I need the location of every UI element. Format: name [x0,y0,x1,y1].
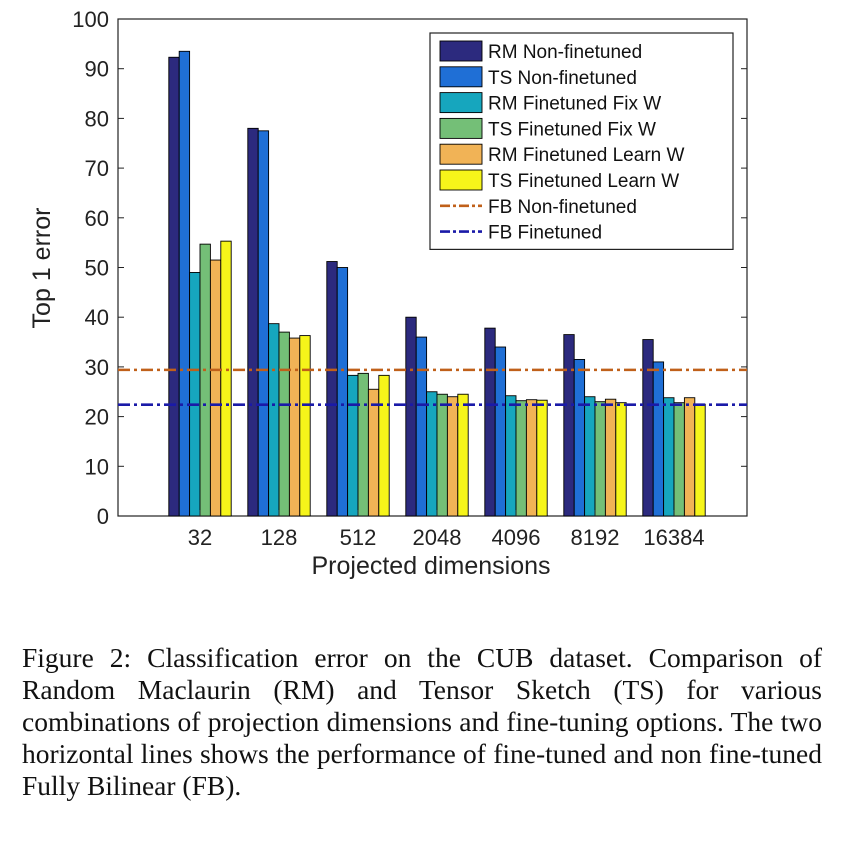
bar [446,396,459,517]
bar [189,272,201,517]
legend-label: RM Finetuned Fix W [488,94,661,115]
y-tick-label: 100 [72,7,109,32]
x-tick-label: 512 [340,525,377,550]
bar [168,56,180,517]
bar [494,346,507,517]
legend-swatch [439,40,483,62]
bar [536,399,548,517]
bar [336,267,349,517]
bar [357,372,369,517]
bar [278,331,290,517]
bar [326,261,338,517]
legend-label: TS Finetuned Fix W [488,119,656,140]
y-tick-label: 30 [85,355,109,380]
legend-swatch [439,117,483,139]
bar [652,361,665,517]
bar [573,358,586,517]
x-tick-label: 128 [261,525,298,550]
bar [615,402,627,517]
y-tick-label: 50 [85,256,109,281]
legend-label: FB Finetuned [488,223,602,244]
y-tick-label: 40 [85,305,109,330]
chart: 0 10 20 30 40 50 60 70 80 90 100 32 128 512 2048 4096 8… [28,7,748,580]
legend-swatch [439,92,483,114]
bar [515,400,527,517]
bar [347,374,359,517]
y-tick-label: 90 [85,57,109,82]
bar [694,403,706,517]
legend-label: TS Finetuned Learn W [488,171,679,192]
bar [525,399,538,517]
bar [247,127,259,517]
y-axis-ticks: 0 10 20 30 40 50 60 70 80 90 100 [72,7,747,529]
figure-caption: Figure 2: Classification error on the CU… [22,642,822,801]
bar [405,316,417,517]
x-axis-label: Projected dimensions [311,552,550,580]
y-tick-label: 70 [85,156,109,181]
bar [594,401,606,517]
bar [642,339,654,517]
bar [484,327,496,517]
bar [367,388,380,517]
legend-label: FB Non-finetuned [488,197,637,218]
y-tick-label: 10 [85,454,109,479]
bar [415,336,428,517]
y-tick-label: 20 [85,405,109,430]
bar [563,334,575,517]
legend-swatch [439,66,483,88]
bar [584,396,596,517]
bar [505,395,517,517]
bar [457,393,469,517]
bar [299,335,311,517]
bar [209,259,222,517]
x-tick-label: 8192 [571,525,620,550]
bar [288,337,301,517]
bar [426,391,438,517]
bar [220,240,232,517]
legend: RM Non-finetuned TS Non-finetuned RM Finet… [429,32,734,250]
bar [436,393,448,517]
y-tick-label: 80 [85,106,109,131]
bar [257,130,270,517]
y-tick-label: 60 [85,206,109,231]
reference-lines [118,368,747,406]
bar [604,398,617,517]
bar [268,323,280,517]
bars-group [168,50,706,517]
legend-label: TS Non-finetuned [488,68,637,89]
bar [378,374,390,517]
x-tick-label: 2048 [413,525,462,550]
bar [673,402,685,517]
legend-label: RM Non-finetuned [488,42,642,63]
bar [178,50,191,517]
x-tick-label: 4096 [492,525,541,550]
bar [663,397,675,517]
y-tick-label: 0 [97,504,109,529]
bar [683,397,696,517]
x-tick-label: 32 [188,525,212,550]
legend-swatch [439,169,483,191]
x-axis-ticks: 32 128 512 2048 4096 8192 16384 [188,510,705,550]
bar [199,243,211,517]
legend-swatch [439,143,483,165]
x-tick-label: 16384 [643,525,704,550]
legend-label: RM Finetuned Learn W [488,145,684,166]
y-axis-label: Top 1 error [28,208,56,329]
